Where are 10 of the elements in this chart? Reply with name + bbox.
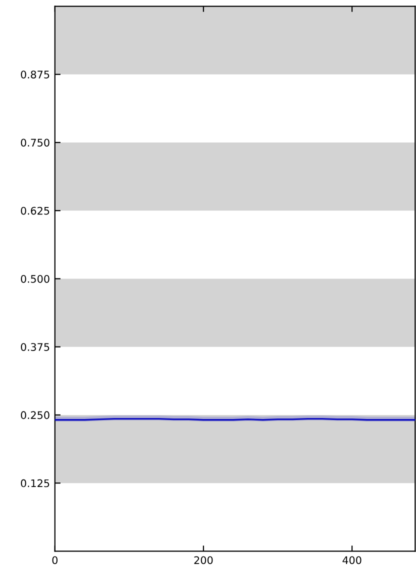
x-tick-label: 0 <box>52 556 58 564</box>
y-tick-label: 0.375 <box>20 343 50 351</box>
y-tick-label: 0.500 <box>20 274 50 283</box>
x-tick-label: 400 <box>342 556 362 564</box>
y-tick-label: 0.250 <box>20 411 50 420</box>
y-tick-label: 0.125 <box>20 479 50 488</box>
y-tick-label: 0.875 <box>20 70 50 78</box>
x-tick-label: 200 <box>194 556 213 564</box>
y-tick-label: 0.625 <box>20 206 50 215</box>
y-tick-label: 0.750 <box>20 138 50 147</box>
